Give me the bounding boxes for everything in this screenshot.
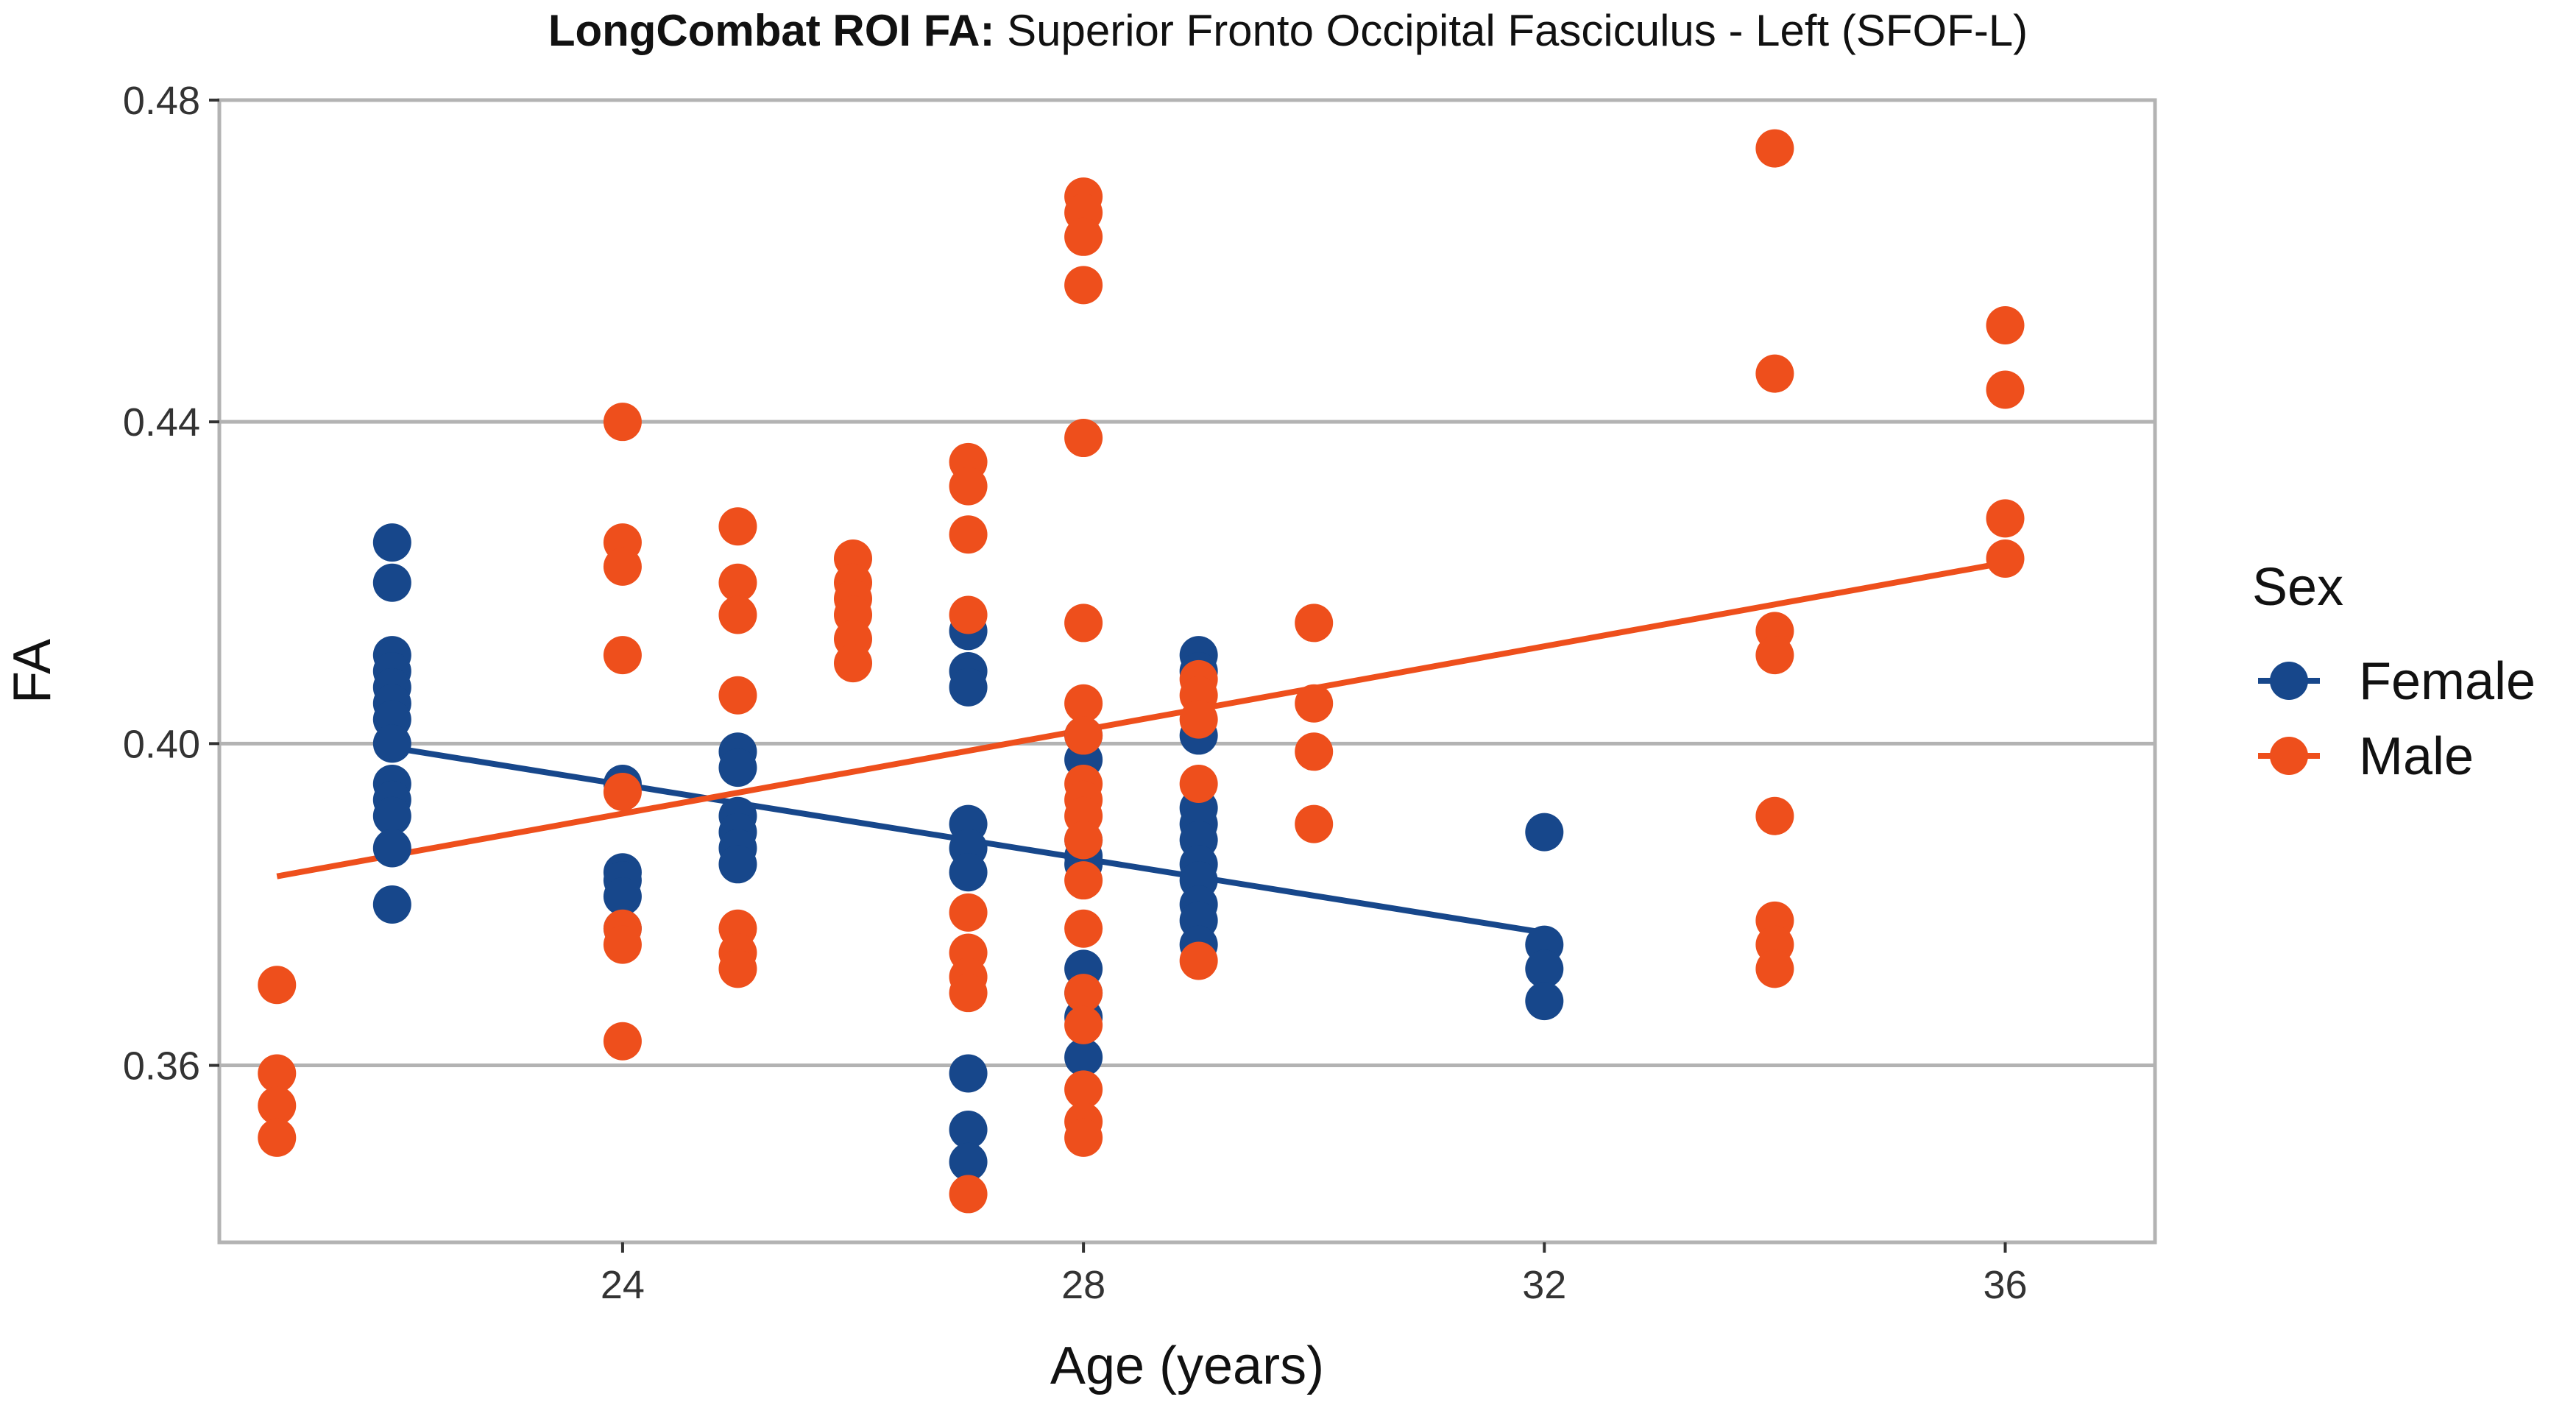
point-female xyxy=(1064,1038,1103,1077)
point-male xyxy=(1064,1005,1103,1044)
point-male xyxy=(258,1086,297,1125)
point-male xyxy=(1064,974,1103,1013)
point-male xyxy=(1064,604,1103,643)
y-tick-label: 0.36 xyxy=(123,1044,200,1089)
point-male xyxy=(1064,684,1103,723)
point-male xyxy=(1295,804,1334,843)
point-female xyxy=(372,724,411,763)
point-male xyxy=(1179,941,1218,980)
point-male xyxy=(1755,354,1794,393)
data-points xyxy=(258,129,2025,1214)
point-male xyxy=(718,949,757,988)
point-male xyxy=(1064,821,1103,860)
point-female xyxy=(372,563,411,602)
x-tick-label: 24 xyxy=(601,1263,645,1307)
point-male xyxy=(949,893,988,932)
point-male xyxy=(718,595,757,634)
point-female xyxy=(1525,982,1564,1021)
point-male xyxy=(1295,684,1334,723)
point-female xyxy=(949,1110,988,1149)
point-female xyxy=(372,829,411,868)
point-female xyxy=(372,885,411,924)
point-female xyxy=(1525,813,1564,852)
point-male xyxy=(1986,499,2025,538)
trend-line-male xyxy=(276,559,2006,880)
point-female xyxy=(949,1054,988,1093)
point-male xyxy=(1064,1070,1103,1109)
point-female xyxy=(949,668,988,707)
point-female xyxy=(949,853,988,892)
point-male xyxy=(949,1175,988,1214)
point-male xyxy=(1755,949,1794,988)
point-female xyxy=(372,523,411,562)
point-male xyxy=(1295,604,1334,643)
point-female xyxy=(1525,949,1564,988)
point-male xyxy=(949,467,988,506)
point-female xyxy=(718,845,757,884)
point-male xyxy=(718,507,757,546)
legend-key-dot-female xyxy=(2270,662,2308,700)
point-male xyxy=(1986,306,2025,345)
point-male xyxy=(258,1054,297,1093)
point-female xyxy=(603,877,642,916)
chart-title-rest: Superior Fronto Occipital Fasciculus - L… xyxy=(994,6,2028,55)
plot-panel-border xyxy=(217,98,2157,1245)
point-male xyxy=(1064,861,1103,900)
point-female xyxy=(949,1142,988,1181)
point-female xyxy=(372,796,411,835)
axis-ticks: 0.36 0.40 0.44 0.48 24 28 32 36 xyxy=(123,79,2028,1307)
y-tick-label: 0.44 xyxy=(123,400,200,445)
legend-key-dot-male xyxy=(2270,737,2308,775)
x-tick-label: 28 xyxy=(1061,1263,1105,1307)
point-male xyxy=(603,636,642,675)
point-male xyxy=(1755,129,1794,168)
point-male xyxy=(258,1118,297,1157)
point-female xyxy=(718,748,757,788)
y-tick-label: 0.48 xyxy=(123,79,200,123)
x-tick-label: 32 xyxy=(1522,1263,1566,1307)
point-male xyxy=(834,644,873,683)
point-male xyxy=(1986,370,2025,409)
legend-label-male: Male xyxy=(2359,727,2474,786)
point-male xyxy=(1179,700,1218,739)
point-male xyxy=(1064,716,1103,755)
point-male xyxy=(949,595,988,634)
point-male xyxy=(949,974,988,1013)
x-axis-title: Age (years) xyxy=(1050,1337,1324,1395)
point-male xyxy=(1755,636,1794,675)
trend-lines xyxy=(276,559,2006,936)
legend-label-female: Female xyxy=(2359,652,2536,711)
chart-title: LongCombat ROI FA: Superior Fronto Occip… xyxy=(0,0,2576,62)
point-male xyxy=(1064,217,1103,256)
point-male xyxy=(603,1022,642,1061)
point-male xyxy=(1986,539,2025,578)
point-male xyxy=(1064,266,1103,305)
point-male xyxy=(1064,909,1103,948)
point-male xyxy=(603,925,642,964)
chart-title-bold: LongCombat ROI FA: xyxy=(548,6,995,55)
point-male xyxy=(1755,796,1794,835)
y-tick-label: 0.40 xyxy=(123,722,200,766)
point-male xyxy=(603,772,642,811)
point-male xyxy=(1179,765,1218,804)
point-male xyxy=(1064,1118,1103,1157)
point-male xyxy=(1064,419,1103,458)
point-male xyxy=(603,547,642,586)
legend: Sex Female Male xyxy=(2252,558,2536,786)
point-male xyxy=(258,966,297,1005)
legend-title: Sex xyxy=(2252,558,2343,617)
point-male xyxy=(603,403,642,442)
point-male xyxy=(949,515,988,554)
y-axis-title: FA xyxy=(3,639,62,704)
point-male xyxy=(718,563,757,602)
point-male xyxy=(718,676,757,715)
x-tick-label: 36 xyxy=(1983,1263,2027,1307)
point-male xyxy=(1295,732,1334,771)
